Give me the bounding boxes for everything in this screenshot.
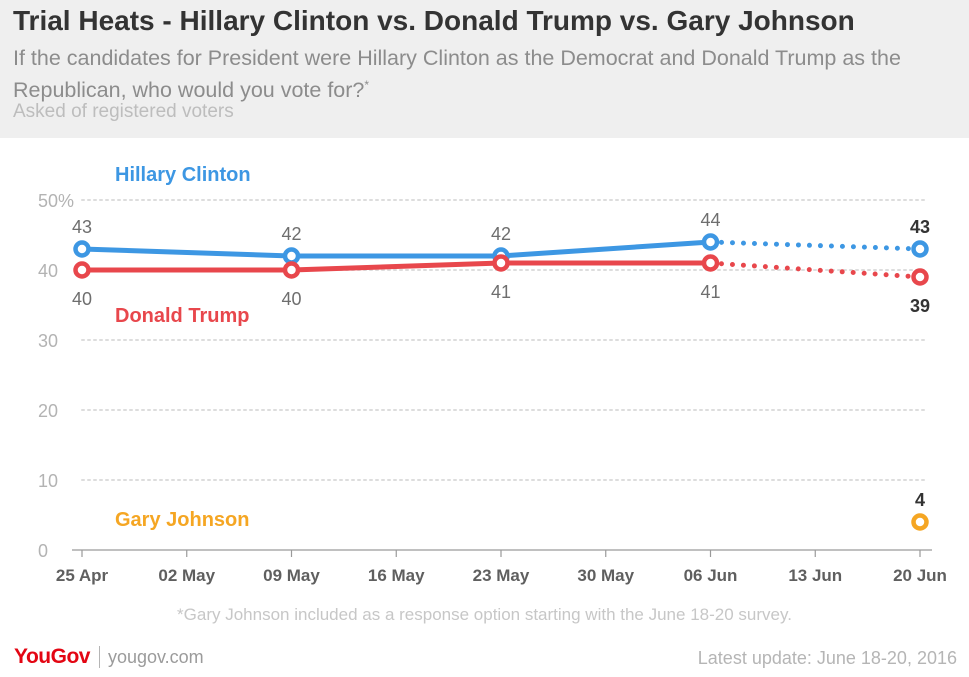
chart-title: Trial Heats - Hillary Clinton vs. Donald… [13,5,855,36]
y-tick-label: 20 [38,401,58,421]
donald-trump-data-label: 41 [491,282,511,302]
x-tick-label: 16 May [368,566,425,585]
hillary-clinton-point [911,240,929,258]
legend-donald-trump: Donald Trump [115,305,249,327]
hillary-clinton-point [73,240,91,258]
subtitle-text: If the candidates for President were Hil… [13,46,901,103]
chart-note: Asked of registered voters [13,101,234,122]
hillary-clinton-point [701,233,720,251]
hillary-clinton-dotted-line [708,239,923,252]
x-tick-label: 23 May [473,566,530,585]
brand-divider [98,646,100,668]
x-tick-label: 02 May [158,566,215,585]
y-tick-label: 40 [38,261,58,281]
hillary-clinton-point [282,247,301,265]
x-tick-label: 06 Jun [684,566,738,585]
latest-update: Latest update: June 18-20, 2016 [697,648,957,668]
x-tick-label: 13 Jun [788,566,842,585]
brand: YouGov yougov.com [14,644,204,670]
gary-johnson-point [911,513,929,531]
y-tick-label: 10 [38,471,58,491]
donald-trump-data-label: 41 [700,282,720,302]
donald-trump-dotted-line [708,260,923,280]
donald-trump-point [492,254,510,272]
yougov-logo: YouGov [14,645,90,668]
donald-trump-data-label: 39 [910,296,930,316]
donald-trump-line [79,260,713,273]
hillary-clinton-data-label: 42 [281,224,301,244]
donald-trump-point [701,254,720,272]
legend-gary-johnson: Gary Johnson [115,509,249,531]
hillary-clinton-data-label: 44 [700,210,720,230]
y-tick-label: 30 [38,331,58,351]
donald-trump-point [911,268,929,286]
hillary-clinton-data-label: 43 [910,217,930,237]
line-chart: 0 10 20 30 40 50% 25 Apr 02 May 09 May 16 May 23 M… [38,164,947,585]
gary-johnson-data-label: 4 [915,490,925,510]
chart-subtitle: If the candidates for President were Hil… [13,45,963,104]
subtitle-footnote-mark: * [364,78,370,92]
y-tick-label: 50% [38,191,74,211]
hillary-clinton-data-label: 42 [491,224,511,244]
hillary-clinton-line [79,239,713,259]
donald-trump-point [73,261,91,279]
x-tick-label: 20 Jun [893,566,947,585]
y-tick-label: 0 [38,541,48,561]
x-tick-label: 30 May [577,566,634,585]
hillary-clinton-data-label: 43 [72,217,92,237]
donald-trump-data-label: 40 [72,289,92,309]
legend-hillary-clinton: Hillary Clinton [115,164,251,186]
donald-trump-data-label: 40 [281,289,301,309]
x-tick-label: 25 Apr [56,566,109,585]
donald-trump-point [282,261,301,279]
x-tick-label: 09 May [263,566,320,585]
chart-footnote: *Gary Johnson included as a response opt… [177,605,792,624]
site-link[interactable]: yougov.com [107,646,204,667]
chart-header: Trial Heats - Hillary Clinton vs. Donald… [0,0,969,138]
